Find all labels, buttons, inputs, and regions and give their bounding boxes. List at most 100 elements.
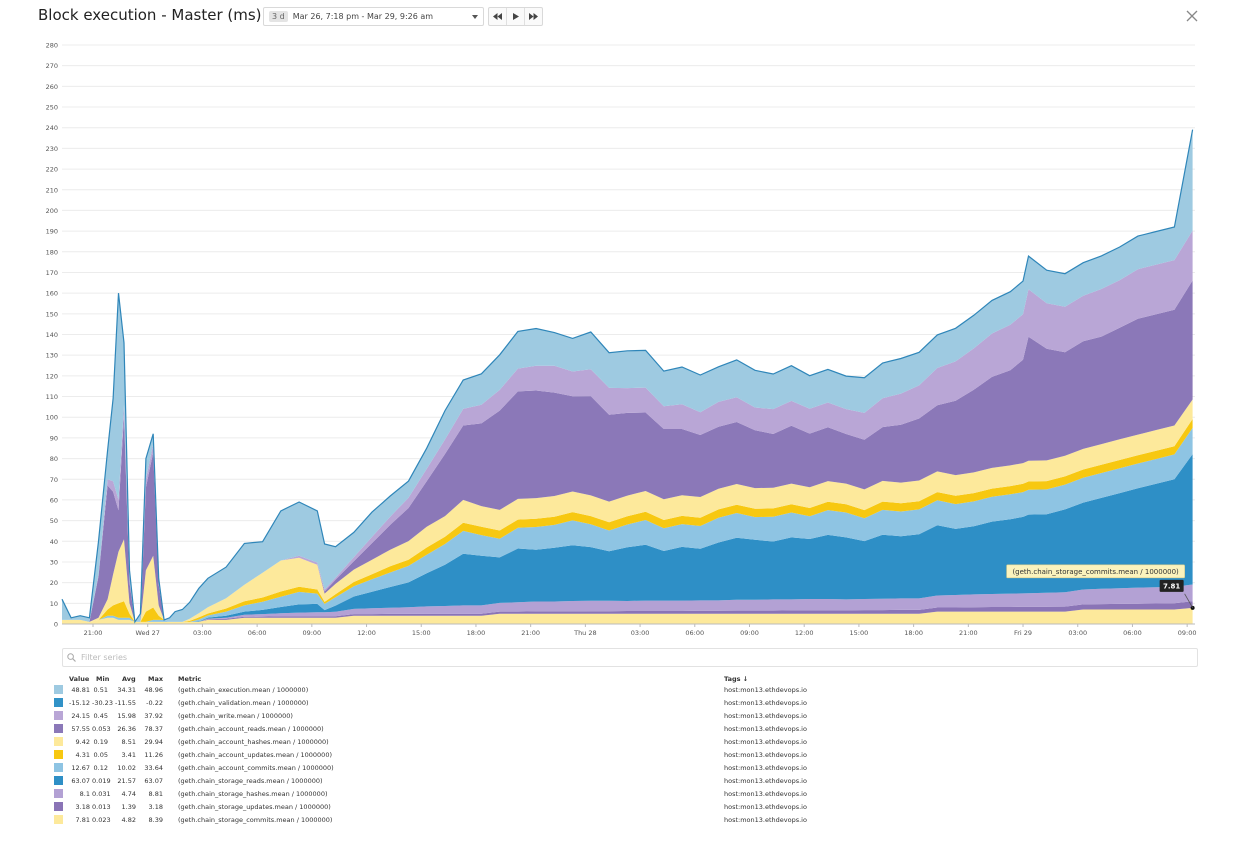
series-area-6[interactable] xyxy=(62,399,1193,622)
legend-tags[interactable]: host:mon13.ethdevops.io xyxy=(724,712,807,720)
legend-max: 33.64 xyxy=(144,764,163,772)
legend-metric: (geth.chain_write.mean / 1000000) xyxy=(178,712,293,720)
legend-swatch xyxy=(54,698,63,707)
legend-row[interactable]: 48.81 0.51 34.31 48.96 (geth.chain_execution… xyxy=(52,684,1202,697)
y-tick-label: 90 xyxy=(50,434,58,442)
x-tick-label: Wed 27 xyxy=(135,629,160,637)
series-area-2[interactable] xyxy=(62,584,1193,622)
y-tick-label: 200 xyxy=(46,207,58,215)
filter-series-input[interactable] xyxy=(81,653,481,662)
legend-avg: 26.36 xyxy=(117,725,136,733)
legend-metric: (geth.chain_account_commits.mean / 10000… xyxy=(178,764,334,772)
legend-swatch xyxy=(54,802,63,811)
legend-max: 11.26 xyxy=(144,751,163,759)
legend-swatch xyxy=(54,724,63,733)
legend-tags[interactable]: host:mon13.ethdevops.io xyxy=(724,816,807,824)
x-tick-label: 09:00 xyxy=(740,629,759,637)
legend-tags[interactable]: host:mon13.ethdevops.io xyxy=(724,725,807,733)
y-tick-label: 250 xyxy=(46,104,58,112)
y-tick-label: 190 xyxy=(46,228,58,236)
legend-tags[interactable]: host:mon13.ethdevops.io xyxy=(724,790,807,798)
legend-metric: (geth.chain_execution.mean / 1000000) xyxy=(178,686,309,694)
x-tick-label: 15:00 xyxy=(412,629,431,637)
legend-row[interactable]: 8.1 0.031 4.74 8.81 (geth.chain_storage_hash… xyxy=(52,788,1202,801)
legend-swatch xyxy=(54,815,63,824)
legend-value: -15.12 xyxy=(69,699,90,707)
fast-forward-button[interactable] xyxy=(525,8,542,25)
x-tick-label: 15:00 xyxy=(850,629,869,637)
range-badge: 3 d xyxy=(269,11,288,22)
y-tick-label: 70 xyxy=(50,476,58,484)
y-tick-label: 280 xyxy=(46,42,58,50)
legend-value: 3.18 xyxy=(75,803,90,811)
series-area-7[interactable] xyxy=(62,280,1193,622)
filter-series-box xyxy=(62,648,1198,667)
time-range-selector[interactable]: 3 d Mar 26, 7:18 pm - Mar 29, 9:26 am xyxy=(263,7,484,26)
x-tick-label: 03:00 xyxy=(1068,629,1087,637)
legend-row[interactable]: -15.12 -30.23 -11.55 -0.22 (geth.chain_valid… xyxy=(52,697,1202,710)
legend-row[interactable]: 57.55 0.053 26.36 78.37 (geth.chain_account_… xyxy=(52,723,1202,736)
legend-max: -0.22 xyxy=(146,699,163,707)
series-area-1[interactable] xyxy=(62,601,1193,622)
legend-metric: (geth.chain_storage_hashes.mean / 100000… xyxy=(178,790,328,798)
series-area-9[interactable] xyxy=(62,129,1193,622)
legend-value: 12.67 xyxy=(71,764,90,772)
legend-avg: 1.39 xyxy=(121,803,136,811)
legend-header-tags[interactable]: Tags ↓ xyxy=(724,675,749,683)
legend-max: 3.18 xyxy=(148,803,163,811)
series-area-0[interactable] xyxy=(62,607,1193,624)
legend-min: 0.013 xyxy=(92,803,111,811)
close-button[interactable] xyxy=(1184,8,1200,24)
legend-metric: (geth.chain_storage_reads.mean / 1000000… xyxy=(178,777,323,785)
y-tick-label: 220 xyxy=(46,166,58,174)
legend-tags[interactable]: host:mon13.ethdevops.io xyxy=(724,803,807,811)
legend-header-min: Min xyxy=(96,675,110,683)
series-area-5[interactable] xyxy=(62,419,1193,622)
series-area-3[interactable] xyxy=(62,454,1193,622)
legend-rows: 48.81 0.51 34.31 48.96 (geth.chain_execution… xyxy=(52,684,1202,827)
legend-row[interactable]: 3.18 0.013 1.39 3.18 (geth.chain_storage_upd… xyxy=(52,801,1202,814)
y-tick-label: 170 xyxy=(46,269,58,277)
legend-avg: 8.51 xyxy=(121,738,136,746)
legend-row[interactable]: 63.07 0.019 21.57 63.07 (geth.chain_storage_… xyxy=(52,775,1202,788)
legend-avg: 21.57 xyxy=(117,777,136,785)
legend-min: -30.23 xyxy=(92,699,113,707)
legend-avg: 10.02 xyxy=(117,764,136,772)
rewind-button[interactable] xyxy=(489,8,507,25)
legend-tags[interactable]: host:mon13.ethdevops.io xyxy=(724,764,807,772)
legend-tags[interactable]: host:mon13.ethdevops.io xyxy=(724,686,807,694)
play-button[interactable] xyxy=(507,8,525,25)
legend-tags[interactable]: host:mon13.ethdevops.io xyxy=(724,777,807,785)
y-tick-label: 140 xyxy=(46,331,58,339)
series-area-4[interactable] xyxy=(62,427,1193,622)
legend-value: 57.55 xyxy=(71,725,90,733)
y-tick-label: 180 xyxy=(46,248,58,256)
legend-row[interactable]: 7.81 0.023 4.82 8.39 (geth.chain_storage_com… xyxy=(52,814,1202,827)
legend-tags[interactable]: host:mon13.ethdevops.io xyxy=(724,738,807,746)
legend-row[interactable]: 24.15 0.45 15.98 37.92 (geth.chain_write.mea… xyxy=(52,710,1202,723)
legend-max: 29.94 xyxy=(144,738,163,746)
legend-min: 0.45 xyxy=(93,712,108,720)
legend-row[interactable]: 4.31 0.05 3.41 11.26 (geth.chain_account_upd… xyxy=(52,749,1202,762)
legend-swatch xyxy=(54,789,63,798)
series-legend: Value Min Avg Max Metric Tags ↓ 48.81 0.5… xyxy=(52,673,1202,827)
legend-value: 48.81 xyxy=(71,686,90,694)
y-tick-label: 40 xyxy=(50,538,58,546)
legend-header-avg: Avg xyxy=(122,675,136,683)
legend-row[interactable]: 9.42 0.19 8.51 29.94 (geth.chain_account_has… xyxy=(52,736,1202,749)
x-tick-label: 03:00 xyxy=(193,629,212,637)
legend-tags[interactable]: host:mon13.ethdevops.io xyxy=(724,699,807,707)
tooltip-connector xyxy=(1184,593,1193,609)
legend-row[interactable]: 12.67 0.12 10.02 33.64 (geth.chain_account_c… xyxy=(52,762,1202,775)
time-nav-controls xyxy=(488,7,543,26)
x-tick-label: 09:00 xyxy=(302,629,321,637)
y-tick-label: 150 xyxy=(46,310,58,318)
legend-tags[interactable]: host:mon13.ethdevops.io xyxy=(724,751,807,759)
legend-max: 37.92 xyxy=(144,712,163,720)
y-tick-label: 30 xyxy=(50,558,58,566)
legend-value: 8.1 xyxy=(79,790,90,798)
legend-value: 9.42 xyxy=(75,738,90,746)
legend-min: 0.51 xyxy=(93,686,108,694)
x-tick-label: Thu 28 xyxy=(573,629,597,637)
y-tick-label: 100 xyxy=(46,414,58,422)
